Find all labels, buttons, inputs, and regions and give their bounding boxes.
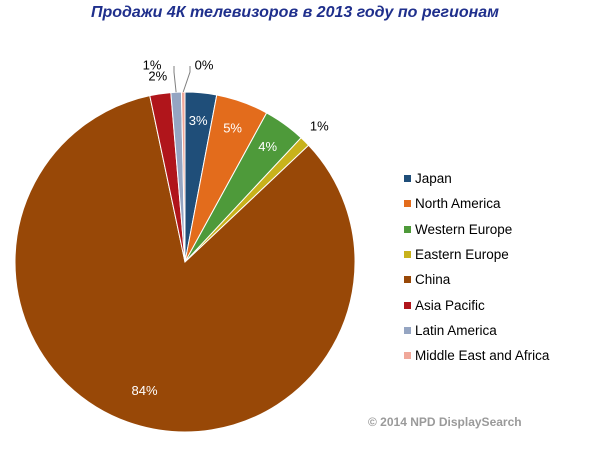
pie-slices	[14, 91, 356, 433]
legend-item-western-europe: Western Europe	[404, 217, 549, 242]
data-label-latin-america: 1%	[143, 57, 162, 72]
legend-swatch	[404, 251, 411, 259]
legend-item-north-america: North America	[404, 191, 549, 216]
legend-label: China	[415, 272, 451, 288]
legend-swatch	[404, 326, 411, 334]
data-label-japan: 3%	[189, 113, 208, 128]
data-labels: 3%5%4%1%84%2%1% 0%	[131, 57, 329, 398]
legend-label: Asia Pacific	[415, 297, 485, 313]
leader-line-latin-america	[173, 66, 177, 93]
legend-label: Western Europe	[415, 221, 513, 237]
legend-swatch	[404, 175, 411, 183]
legend-label: North America	[415, 196, 501, 212]
leader-line-middle-east-and-africa	[182, 66, 191, 93]
data-label-north-america: 5%	[223, 121, 242, 136]
copyright-notice: © 2014 NPD DisplaySearch	[368, 415, 522, 429]
legend-swatch	[404, 352, 411, 360]
legend-swatch	[404, 301, 411, 309]
legend-item-eastern-europe: Eastern Europe	[404, 242, 549, 267]
legend-label: Eastern Europe	[415, 247, 509, 263]
pie-slice-middle-east-and-africa	[180, 91, 186, 263]
data-label-western-europe: 4%	[258, 139, 277, 154]
leader-lines	[173, 66, 191, 93]
chart-legend: Japan North America Western Europe Eastern …	[404, 166, 549, 368]
legend-swatch	[404, 200, 411, 208]
pie-slice-china	[14, 95, 356, 433]
legend-label: Latin America	[415, 322, 497, 338]
data-label-asia-pacific: 2%	[148, 68, 167, 83]
chart-title: Продажи 4К телевизоров в 2013 году по ре…	[90, 4, 500, 21]
legend-item-middle-east-and-africa: Middle East and Africa	[404, 343, 549, 368]
legend-label: Japan	[415, 171, 452, 187]
data-label-middle-east-and-africa: 0%	[195, 57, 214, 72]
legend-label: Middle East and Africa	[415, 348, 550, 364]
legend-item-china: China	[404, 267, 549, 292]
legend-swatch	[404, 276, 411, 284]
data-label-china: 84%	[131, 383, 157, 398]
legend-swatch	[404, 225, 411, 233]
legend-item-latin-america: Latin America	[404, 318, 549, 343]
legend-item-japan: Japan	[404, 166, 549, 191]
data-label-eastern-europe: 1%	[310, 118, 329, 133]
legend-item-asia-pacific: Asia Pacific	[404, 292, 549, 317]
